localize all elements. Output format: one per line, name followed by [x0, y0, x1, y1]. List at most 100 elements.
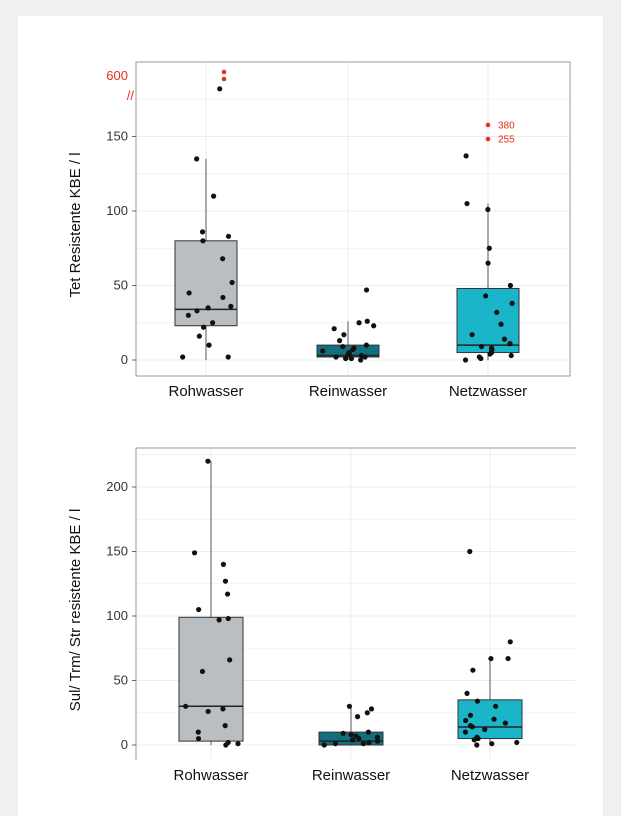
- data-point: [488, 655, 494, 662]
- data-point: [358, 352, 364, 359]
- data-point: [222, 578, 229, 584]
- data-point: [195, 729, 201, 735]
- data-point: [476, 354, 482, 360]
- axis-break-marker: //: [127, 88, 135, 103]
- data-point: [186, 290, 192, 296]
- data-point: [509, 300, 515, 306]
- data-point: [462, 729, 469, 735]
- data-point: [374, 738, 381, 744]
- data-point: [489, 741, 495, 747]
- data-point: [337, 338, 343, 344]
- category-label: Reinwasser: [309, 383, 387, 400]
- data-point: [199, 668, 206, 675]
- data-point: [199, 229, 206, 235]
- box-netzwasser: [457, 699, 523, 740]
- data-point: [364, 318, 370, 324]
- data-point: [200, 324, 207, 330]
- category-label: Netzwasser: [449, 383, 527, 400]
- category-label: Reinwasser: [312, 767, 390, 784]
- data-point: [205, 305, 211, 311]
- data-point: [346, 349, 352, 356]
- box-rohwasser: [174, 240, 238, 327]
- box-rohwasser: [178, 616, 244, 742]
- data-point: [196, 333, 202, 339]
- data-point: [505, 655, 511, 662]
- data-point: [467, 723, 474, 729]
- data-point: [354, 714, 361, 720]
- category-label: Rohwasser: [168, 383, 243, 400]
- data-point: [365, 729, 372, 735]
- outlier-label: 380: [498, 121, 515, 132]
- data-point: [358, 357, 364, 363]
- data-point: [507, 639, 513, 645]
- y-axis-title: Sul/ Trm/ Str resistente KBE / l: [67, 509, 84, 712]
- data-point: [225, 739, 231, 746]
- data-point: [464, 200, 470, 207]
- data-point: [351, 345, 357, 351]
- y-tick-label: 50: [114, 278, 128, 293]
- data-point: [366, 739, 372, 746]
- y-tick-label: 200: [106, 479, 128, 494]
- data-point: [493, 703, 499, 709]
- data-point: [360, 741, 366, 747]
- y-axis-title: Tet Resistente KBE / l: [67, 152, 84, 297]
- data-point: [205, 708, 211, 715]
- outlier-point: [485, 122, 491, 128]
- y-tick-label: 150: [106, 129, 128, 144]
- data-point: [200, 238, 206, 244]
- data-point: [498, 321, 504, 327]
- boxplot-figure: 0 50 100 150 600 // Tet Resistente KBE / l Rohw…: [67, 61, 576, 784]
- data-point: [206, 342, 212, 348]
- data-point: [469, 332, 475, 338]
- data-point: [485, 206, 491, 213]
- data-point: [464, 690, 470, 697]
- data-point: [514, 739, 520, 746]
- data-point: [363, 287, 370, 293]
- data-point: [195, 735, 202, 742]
- data-point: [333, 354, 339, 360]
- data-point: [220, 294, 226, 301]
- outlier-label: 255: [498, 135, 515, 146]
- data-point: [196, 606, 202, 613]
- data-point: [194, 156, 200, 162]
- data-point: [194, 308, 200, 314]
- y-tick-label: 50: [114, 673, 128, 688]
- data-point: [463, 153, 469, 159]
- figure-panel: 0 50 100 150 600 // Tet Resistente KBE / l Rohw…: [18, 16, 603, 816]
- data-point: [220, 256, 226, 262]
- y-tick-label: 100: [106, 203, 128, 218]
- data-point: [501, 336, 508, 342]
- data-point: [332, 741, 338, 747]
- data-point: [225, 354, 231, 360]
- outlier-point: [221, 76, 227, 82]
- data-point: [210, 193, 217, 199]
- data-point: [348, 355, 354, 362]
- data-point: [364, 710, 370, 716]
- data-point: [348, 732, 354, 738]
- data-point: [502, 720, 508, 726]
- data-point: [371, 323, 377, 329]
- data-point: [474, 734, 480, 740]
- data-point: [320, 348, 326, 354]
- data-point: [462, 357, 469, 363]
- data-point: [191, 550, 198, 556]
- data-point: [363, 342, 369, 348]
- data-point: [483, 293, 489, 299]
- y-tick-label: 0: [121, 352, 128, 367]
- y-tick-label: 150: [106, 544, 128, 559]
- data-point: [368, 706, 375, 712]
- data-point: [225, 615, 231, 622]
- data-point: [374, 734, 381, 740]
- data-point: [494, 309, 500, 315]
- data-point: [227, 657, 233, 663]
- data-point: [228, 303, 234, 309]
- data-point: [478, 343, 485, 350]
- data-point: [216, 617, 222, 623]
- data-point: [331, 326, 337, 332]
- category-label: Netzwasser: [451, 767, 529, 784]
- data-point: [463, 717, 469, 724]
- y-tick-label: 0: [121, 737, 128, 752]
- y-tick-label: 100: [106, 608, 128, 623]
- data-point: [467, 712, 474, 718]
- data-point: [210, 320, 216, 326]
